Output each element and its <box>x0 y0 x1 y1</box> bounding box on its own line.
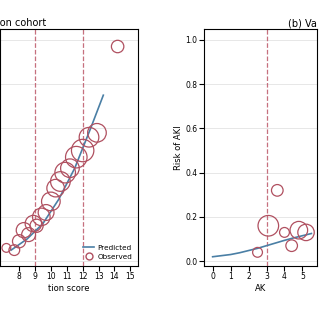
Point <box>31 221 36 226</box>
Text: (b) Va: (b) Va <box>288 18 317 28</box>
Legend: Predicted, Observed: Predicted, Observed <box>81 243 135 262</box>
Point <box>26 232 31 237</box>
Point <box>94 130 100 135</box>
Point <box>44 210 49 215</box>
Point <box>58 179 63 184</box>
Point <box>255 250 260 255</box>
Point <box>266 223 271 228</box>
Point <box>74 155 79 160</box>
Point <box>282 230 287 235</box>
Point <box>275 188 280 193</box>
Point <box>86 135 92 140</box>
Point <box>39 214 44 220</box>
Point <box>80 148 85 153</box>
Y-axis label: Risk of AKI: Risk of AKI <box>173 125 182 170</box>
Point <box>115 44 120 49</box>
Text: ion cohort: ion cohort <box>0 18 46 28</box>
Point <box>53 186 58 191</box>
Point <box>68 166 73 171</box>
Point <box>12 248 17 253</box>
X-axis label: AK: AK <box>255 284 266 292</box>
Point <box>48 199 53 204</box>
Point <box>4 245 9 251</box>
Point <box>63 170 68 175</box>
Point <box>34 223 39 228</box>
Point <box>303 230 308 235</box>
Point <box>17 239 22 244</box>
Point <box>289 243 294 248</box>
Point <box>296 228 301 233</box>
Point <box>21 228 27 233</box>
X-axis label: tion score: tion score <box>48 284 90 292</box>
